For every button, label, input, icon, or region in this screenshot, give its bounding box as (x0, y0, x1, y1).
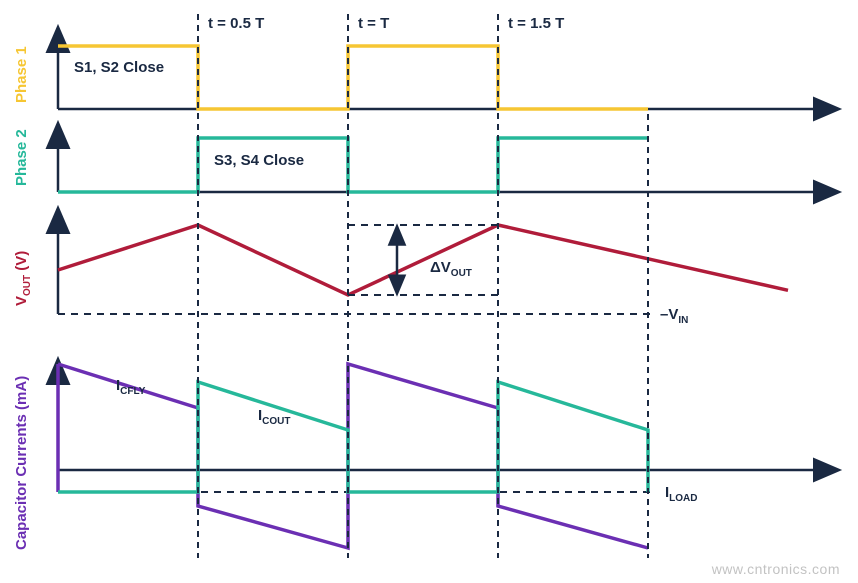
svg-text:t = T: t = T (358, 15, 389, 32)
svg-text:Phase 2: Phase 2 (13, 129, 30, 186)
chart-svg: S1, S2 Close Phase 1 S3, S4 Close Phase 2 –V… (0, 0, 858, 583)
svg-text:S1, S2 Close: S1, S2 Close (74, 59, 164, 76)
timing-diagram: S1, S2 Close Phase 1 S3, S4 Close Phase 2 –V… (0, 0, 858, 583)
svg-text:S3, S4 Close: S3, S4 Close (214, 152, 304, 169)
svg-text:ICFLY: ICFLY (116, 377, 146, 397)
svg-text:t = 0.5 T: t = 0.5 T (208, 15, 264, 32)
svg-text:Phase 1: Phase 1 (13, 46, 30, 103)
svg-text:t = 1.5 T: t = 1.5 T (508, 15, 564, 32)
svg-text:Capacitor Currents (mA): Capacitor Currents (mA) (13, 376, 30, 550)
svg-text:VOUT (V): VOUT (V) (13, 251, 33, 306)
svg-text:ILOAD: ILOAD (665, 484, 698, 504)
svg-text:ΔVOUT: ΔVOUT (430, 259, 472, 279)
watermark: www.cntronics.com (712, 561, 840, 577)
svg-text:–VIN: –VIN (660, 306, 688, 326)
